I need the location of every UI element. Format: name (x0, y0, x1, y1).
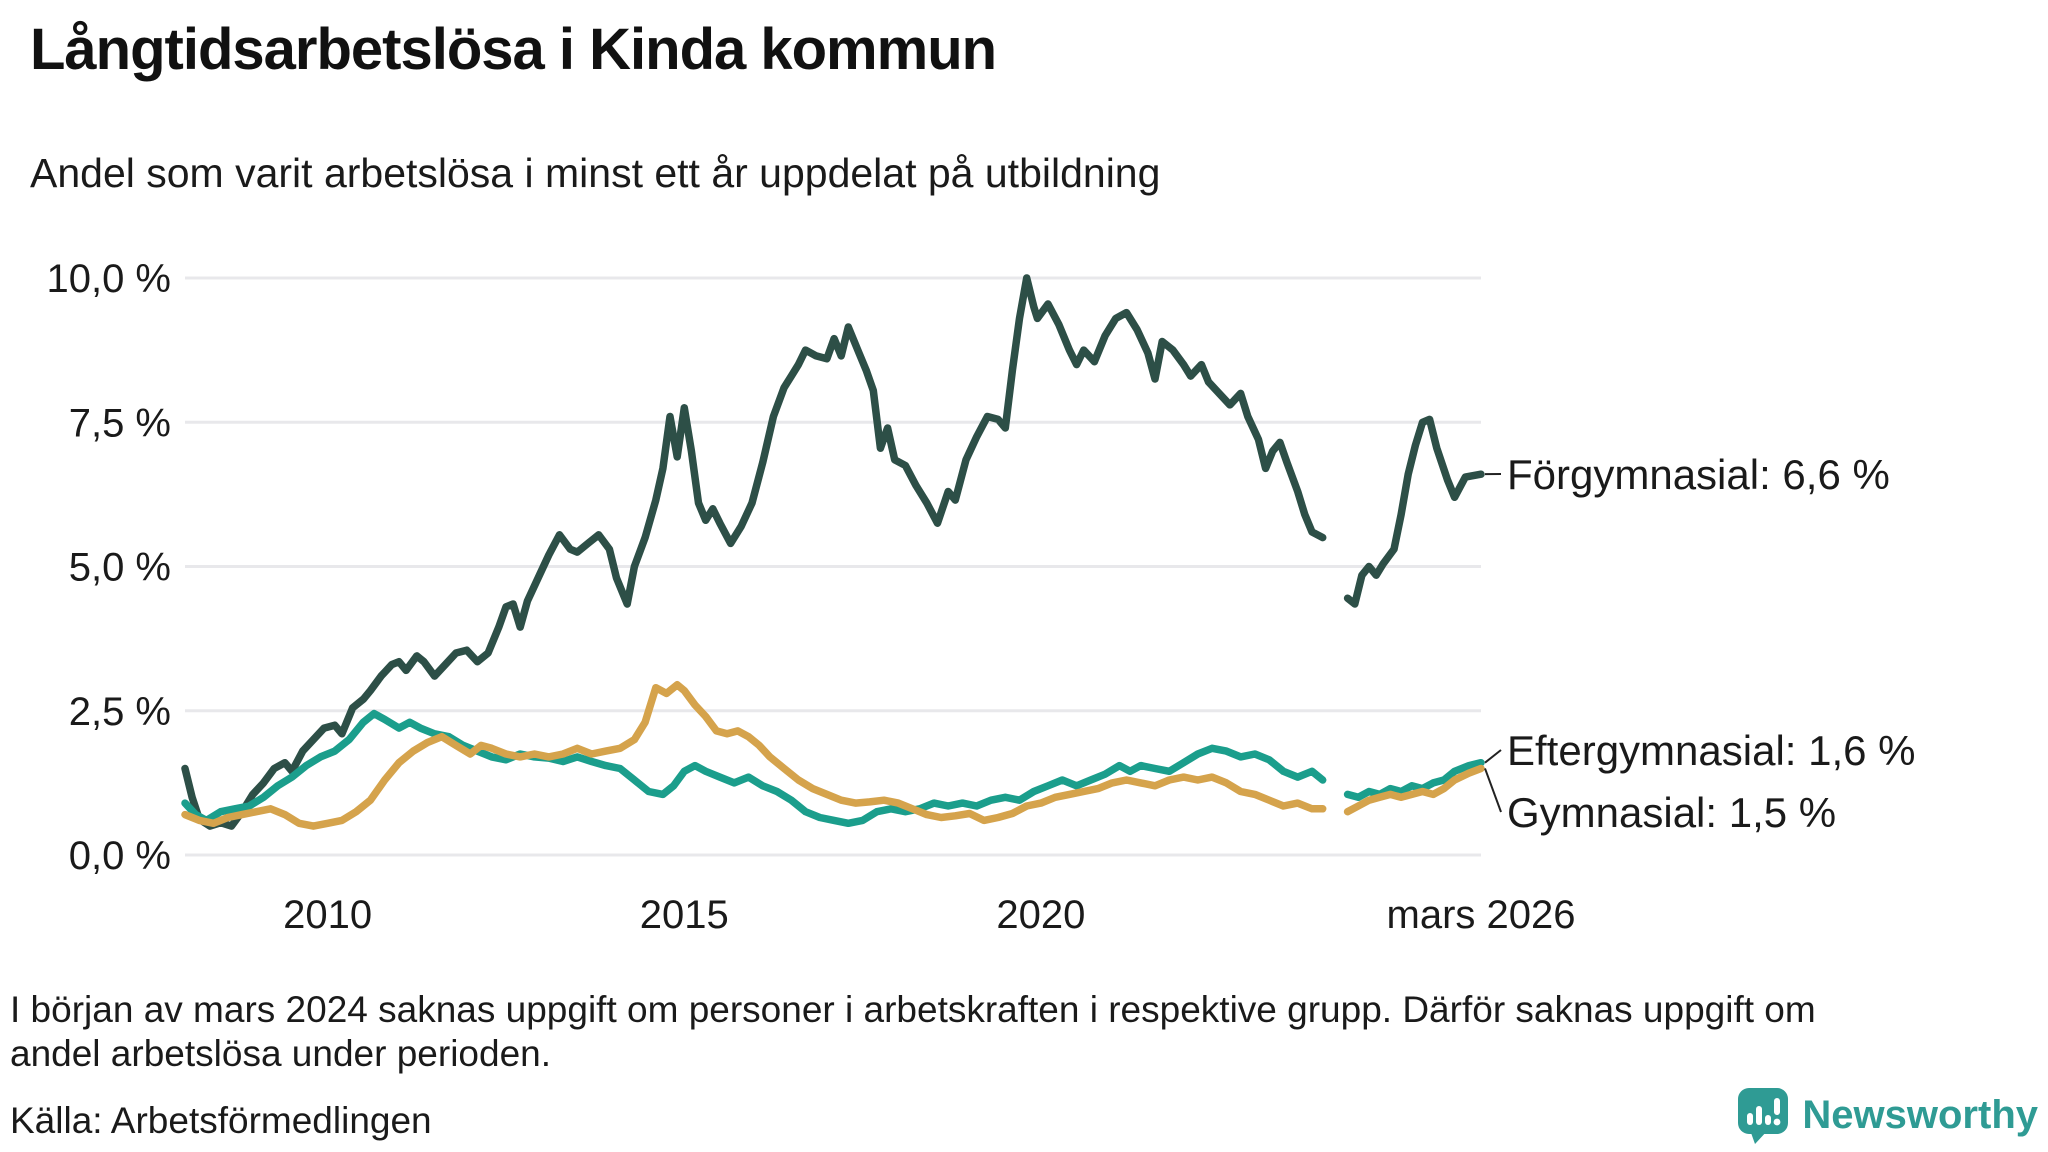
source-credit: Källa: Arbetsförmedlingen (10, 1100, 432, 1141)
x-tick-label: 2020 (996, 893, 1085, 937)
x-tick-label: 2010 (283, 893, 372, 937)
chart-footnote: I början av mars 2024 saknas uppgift om … (10, 988, 2040, 1077)
series-line-forgymnasial (181, 274, 1485, 830)
label-connector-eftergymnasial (1484, 749, 1502, 764)
y-tick-label: 0,0 % (69, 834, 171, 878)
y-tick-label: 2,5 % (69, 690, 171, 734)
series-label-gymnasial: Gymnasial: 1,5 % (1507, 789, 1836, 836)
y-tick-label: 7,5 % (69, 401, 171, 445)
newsworthy-logo: Newsworthy (1736, 1086, 2038, 1144)
x-tick-label: mars 2026 (1387, 893, 1576, 937)
series-line-gymnasial (181, 681, 1485, 830)
y-axis-labels: 10,0 % 7,5 % 5,0 % 2,5 % 0,0 % (46, 257, 171, 878)
y-tick-label: 5,0 % (69, 546, 171, 590)
page-title: Långtidsarbetslösa i Kinda kommun (30, 17, 997, 82)
series-line-eftergymnasial (181, 709, 1485, 828)
series-segment (181, 709, 1327, 828)
y-tick-label: 10,0 % (46, 257, 171, 301)
series-segment (181, 681, 1327, 830)
newsworthy-wordmark: Newsworthy (1802, 1092, 2038, 1137)
x-tick-label: 2015 (640, 893, 729, 937)
gridlines (185, 276, 1481, 857)
series-segment (1343, 758, 1485, 802)
footnote-line-2: andel arbetslösa under perioden. (10, 1033, 551, 1075)
footnote-line-1: I början av mars 2024 saknas uppgift om … (10, 989, 1816, 1030)
series-segment (181, 274, 1327, 830)
series-label-forgymnasial: Förgymnasial: 6,6 % (1507, 451, 1890, 498)
series-segment (1343, 415, 1485, 608)
chart-subtitle: Andel som varit arbetslösa i minst ett å… (30, 150, 1161, 196)
label-connector-gymnasial (1484, 768, 1502, 813)
series-segment (1343, 764, 1485, 816)
newsworthy-icon (1738, 1088, 1789, 1144)
series-label-eftergymnasial: Eftergymnasial: 1,6 % (1507, 727, 1916, 774)
x-axis-labels: 2010 2015 2020 mars 2026 (283, 893, 1575, 937)
